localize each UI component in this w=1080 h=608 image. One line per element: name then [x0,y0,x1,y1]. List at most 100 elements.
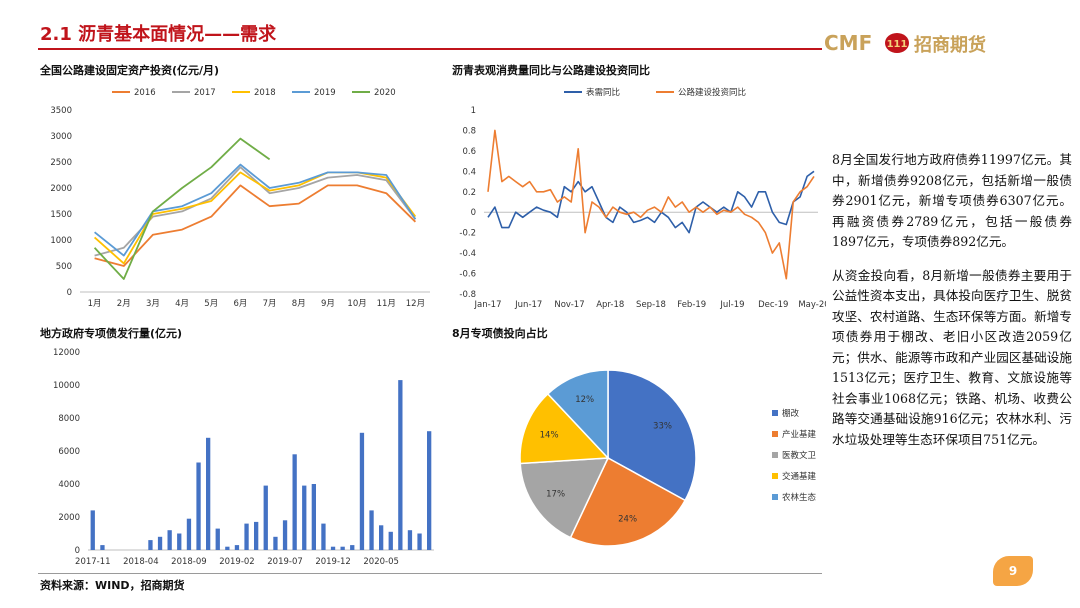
legend-label: 医教文卫 [782,450,817,461]
x-tick-label: 2019-12 [315,557,351,567]
y-tick-label: 0 [67,288,72,298]
x-tick-label: Jun-17 [514,300,542,310]
x-tick-label: 2月 [117,299,131,309]
x-tick-label: Apr-18 [596,300,624,310]
x-tick-label: 3月 [146,299,160,309]
y-tick-label: 4000 [58,480,80,490]
chart-title-yoy: 沥青表观消费量同比与公路建设投资同比 [452,64,650,77]
x-tick-label: 2018-04 [123,557,159,567]
x-tick-label: 10月 [347,299,366,309]
bar [157,536,163,550]
bar [186,518,192,550]
legend-label: 2020 [374,88,396,98]
pie-slice-label: 33% [653,422,672,432]
bar [350,545,355,550]
y-tick-label: 0 [75,546,80,556]
pie-slice-4 [546,369,609,460]
y-tick-label: 1500 [50,210,72,220]
bar [398,380,403,550]
bar [340,546,345,550]
x-tick-label: Jul-19 [719,300,744,310]
bar [254,521,259,550]
y-tick-label: 3000 [50,132,72,142]
y-tick-label: -0.6 [459,270,476,280]
x-tick-label: 5月 [204,299,218,309]
legend-label: 表需同比 [586,87,620,98]
bar [273,536,278,550]
x-tick-label: 2020-05 [363,557,399,567]
bar [177,533,182,550]
x-tick-label: 4月 [175,299,189,309]
y-tick-label: 1 [471,106,476,116]
x-tick-label: 12月 [406,299,425,309]
x-tick-label: May-20 [798,300,826,310]
bar [379,525,384,551]
bar [148,540,153,550]
x-tick-label: Nov-17 [554,300,584,310]
y-tick-label: 500 [56,262,72,272]
legend-label: 交通基建 [782,471,817,482]
y-tick-label: 10000 [53,381,80,391]
y-tick-label: 0.8 [462,126,476,136]
pie-slice-label: 17% [546,490,565,500]
series-line-demand [487,170,815,234]
series-line-2018 [94,171,417,265]
y-tick-label: -0.2 [459,229,476,239]
legend-swatch [772,410,778,416]
logo-mark-text: 111 [887,39,908,50]
x-tick-label: 7月 [263,299,277,309]
bar [388,531,393,550]
logo-cn-text: 招商期货 [914,34,986,56]
legend-swatch [772,494,778,500]
legend-label: 农林生态 [782,492,817,503]
logo-text: CMF [824,31,872,55]
bar [90,510,95,550]
y-tick-label: 6000 [58,447,80,457]
y-tick-label: 8000 [58,414,80,424]
legend-swatch [772,473,778,479]
x-tick-label: 2019-07 [267,557,303,567]
title-divider [38,48,822,50]
series-line-2019 [94,163,417,257]
x-tick-label: Jan-17 [474,300,502,310]
pie-slice-1 [569,456,687,547]
pie-slice-label: 24% [618,514,637,524]
legend-label: 2017 [194,88,216,98]
y-tick-label: 2500 [50,158,72,168]
y-tick-label: -0.4 [459,249,476,259]
bar [282,520,288,550]
bar [215,528,220,550]
bar [244,523,249,550]
bar [417,533,422,550]
chart-title-bonds: 地方政府专项债发行量(亿元) [40,327,183,340]
bar [292,454,297,550]
y-tick-label: 2000 [50,184,72,194]
x-tick-label: 1月 [88,299,102,309]
pie-slice-2 [519,457,610,539]
legend-label: 2016 [134,88,156,98]
bar [100,545,105,550]
x-tick-label: 2019-02 [219,557,255,567]
slide-title: 2.1 沥青基本面情况——需求 [40,24,277,45]
source-note: 资料来源：WIND，招商期货 [40,579,185,592]
y-tick-label: 3500 [50,106,72,116]
x-tick-label: 9月 [321,299,335,309]
series-line-2016 [94,184,417,267]
pie-slice-3 [519,392,610,465]
pie-slice-0 [607,369,697,502]
pie-slice-label: 12% [575,395,594,405]
legend-label: 2019 [314,88,336,98]
bar [225,546,230,550]
x-tick-label: 11月 [377,299,396,309]
x-tick-label: Feb-19 [677,300,706,310]
logo-mark-icon [885,33,909,53]
bar [206,437,211,550]
x-tick-label: 2017-11 [75,557,111,567]
legend-swatch [772,452,778,458]
y-tick-label: 0.2 [462,188,476,198]
x-tick-label: 2018-09 [171,557,207,567]
series-line-2020 [93,137,271,280]
legend-label: 产业基建 [782,429,817,440]
bar [234,545,240,550]
